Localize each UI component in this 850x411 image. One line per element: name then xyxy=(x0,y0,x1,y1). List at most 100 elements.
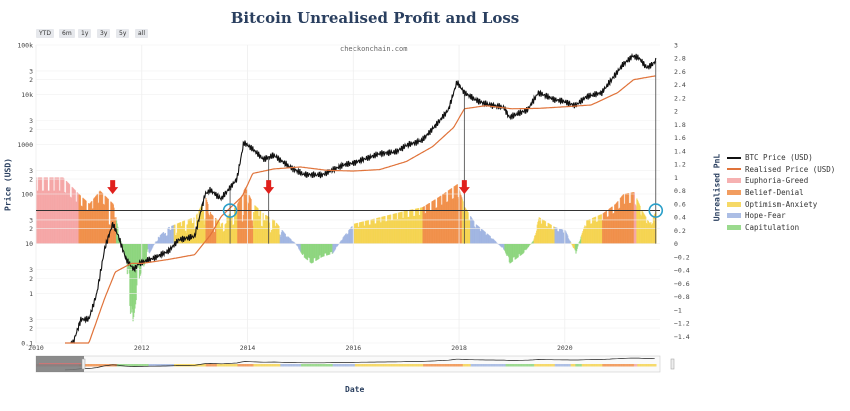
pnl-bar xyxy=(390,220,392,244)
pnl-bar xyxy=(169,230,171,244)
pnl-bar xyxy=(600,214,602,244)
pnl-bar xyxy=(513,243,515,258)
pnl-bar xyxy=(99,190,101,244)
slider-band xyxy=(530,364,533,367)
pnl-bar xyxy=(255,206,257,244)
range-button-3y[interactable]: 3y xyxy=(97,29,111,38)
y-axis-right-title: Unrealised PnL xyxy=(712,153,722,222)
pnl-bar xyxy=(540,223,542,244)
pnl-bar xyxy=(433,200,435,244)
pnl-bar xyxy=(332,243,335,253)
slider-band xyxy=(588,364,590,367)
pnl-bar xyxy=(279,234,281,244)
pnl-bar xyxy=(247,203,250,244)
pnl-bar xyxy=(485,235,488,244)
legend-item[interactable]: Capitulation xyxy=(727,222,835,234)
pnl-bar xyxy=(237,202,239,244)
pnl-bar xyxy=(405,210,408,244)
pnl-bar xyxy=(395,213,398,244)
range-button-6m[interactable]: 6m xyxy=(59,29,75,38)
pnl-bar xyxy=(138,243,140,266)
slider-band xyxy=(621,364,624,367)
y-right-tick-label: −1 xyxy=(674,306,682,314)
pnl-bar xyxy=(124,243,127,257)
pnl-bar xyxy=(391,220,394,244)
pnl-bar xyxy=(167,227,170,244)
slider-band xyxy=(580,364,582,367)
slider-band xyxy=(526,364,529,367)
pnl-bar xyxy=(547,222,549,244)
slider-band xyxy=(251,364,254,367)
pnl-bar xyxy=(504,243,507,253)
pnl-bar xyxy=(147,243,149,250)
pnl-bar xyxy=(129,243,132,314)
pnl-bar xyxy=(345,233,347,244)
pnl-bar xyxy=(263,219,265,244)
slider-band xyxy=(592,364,595,367)
pnl-bar xyxy=(200,206,202,244)
pnl-bar xyxy=(183,220,186,244)
pnl-bar xyxy=(620,197,622,244)
slider-handle-right[interactable] xyxy=(670,358,675,370)
pnl-bar xyxy=(89,203,91,244)
pnl-bar xyxy=(409,209,411,244)
range-button-all[interactable]: all xyxy=(135,29,149,38)
pnl-bar xyxy=(553,226,556,244)
pnl-bar xyxy=(619,207,621,244)
slider-band xyxy=(332,364,335,367)
range-button-ytd[interactable]: YTD xyxy=(36,29,54,38)
slider-band xyxy=(353,364,356,367)
pnl-bar xyxy=(321,243,323,257)
slider-band xyxy=(594,364,597,367)
pnl-bar xyxy=(402,217,404,244)
pnl-bar xyxy=(370,219,372,244)
pnl-bar xyxy=(427,203,429,244)
legend-item[interactable]: Hope-Fear xyxy=(727,210,835,222)
legend-item[interactable]: Euphoria-Greed xyxy=(727,175,835,187)
slider-band xyxy=(573,364,576,367)
pnl-bar xyxy=(261,226,264,244)
slider-band xyxy=(442,364,444,367)
pnl-bar xyxy=(556,231,559,244)
pnl-bar xyxy=(475,227,477,244)
pnl-bar xyxy=(133,243,135,318)
y-left-tick-label: 100k xyxy=(17,42,33,50)
pnl-bar xyxy=(382,216,384,244)
pnl-bar xyxy=(444,192,446,244)
pnl-bar xyxy=(358,222,361,244)
pnl-bar xyxy=(528,243,530,247)
pnl-bar xyxy=(105,197,108,244)
legend-item[interactable]: Belief-Denial xyxy=(727,187,835,199)
slider-band xyxy=(296,364,298,367)
pnl-bar xyxy=(242,221,244,244)
pnl-bar xyxy=(289,238,291,244)
pnl-bar xyxy=(306,243,308,260)
pnl-bar xyxy=(107,198,109,244)
slider-handle-left[interactable] xyxy=(81,358,86,370)
legend-item[interactable]: Optimism-Anxiety xyxy=(727,198,835,210)
pnl-bar xyxy=(122,243,125,252)
slider-band xyxy=(459,364,462,367)
slider-band xyxy=(281,364,284,367)
pnl-bar xyxy=(410,209,412,244)
range-button-1y[interactable]: 1y xyxy=(78,29,92,38)
slider-band xyxy=(411,364,414,367)
legend-item[interactable]: Realised Price (USD) xyxy=(727,164,835,176)
pnl-bar xyxy=(526,243,528,249)
pnl-bar xyxy=(516,243,518,259)
pnl-bar xyxy=(425,204,427,244)
pnl-bar xyxy=(434,199,436,244)
slider-band xyxy=(246,364,249,367)
legend-item[interactable]: BTC Price (USD) xyxy=(727,152,835,164)
range-button-5y[interactable]: 5y xyxy=(116,29,130,38)
slider-band xyxy=(253,364,256,367)
slider-band xyxy=(423,364,425,367)
slider-band xyxy=(232,364,235,367)
pnl-bar xyxy=(187,224,189,244)
pnl-bar xyxy=(380,222,382,244)
pnl-bar xyxy=(423,206,425,244)
pnl-bar xyxy=(607,216,609,244)
slider-band xyxy=(300,364,303,367)
pnl-bar xyxy=(527,243,529,248)
